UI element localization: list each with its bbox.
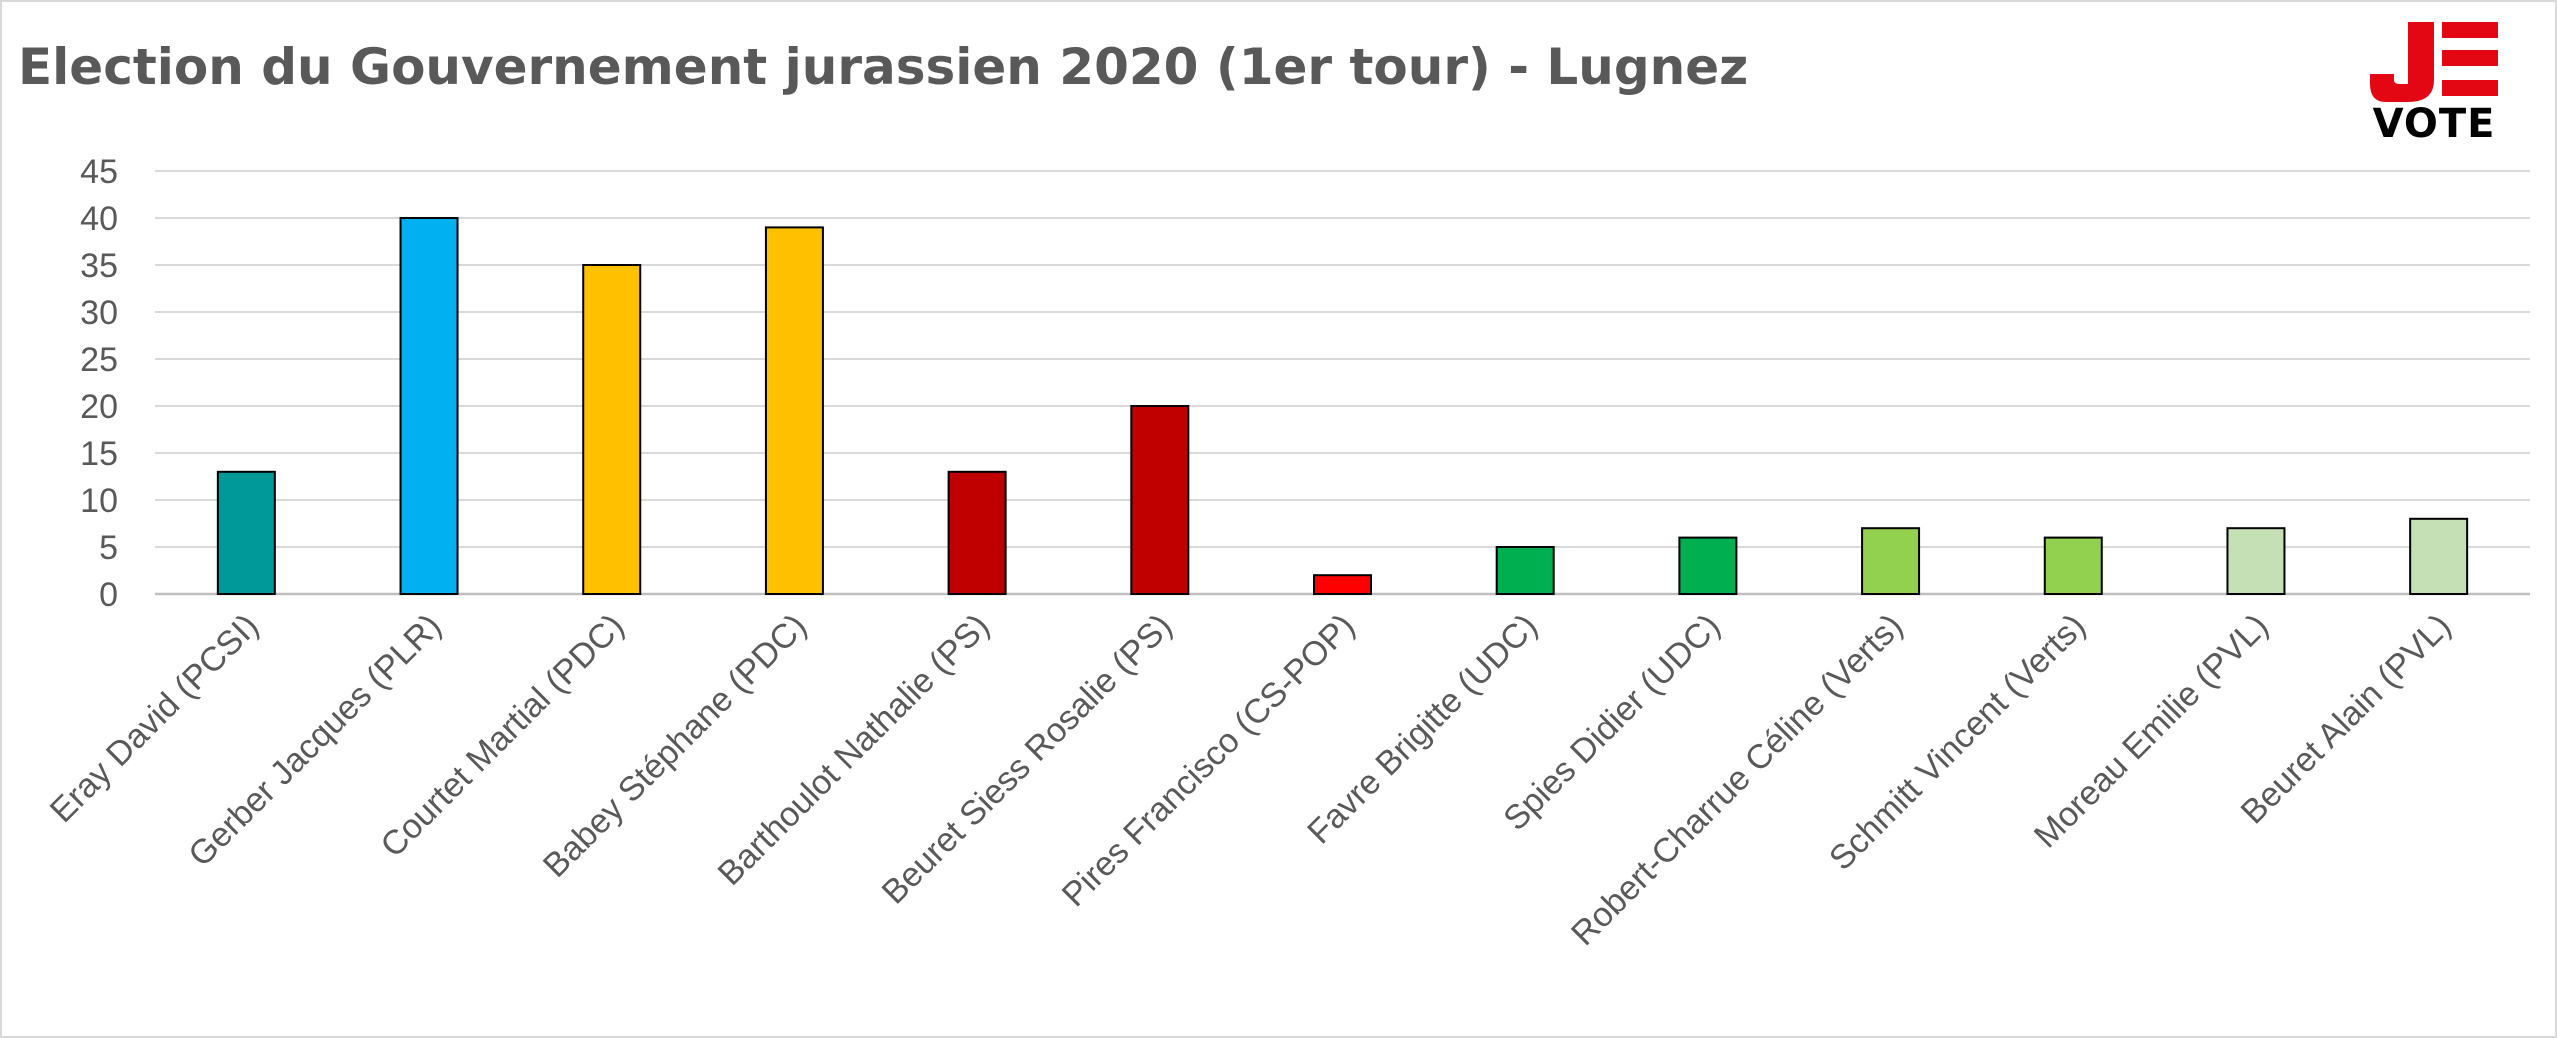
- y-tick-label: 45: [80, 153, 118, 191]
- x-tick-label: Pires Francisco (CS-POP): [1055, 607, 1362, 914]
- logo-vote-text: VOTE: [2372, 101, 2496, 147]
- chart-title: Election du Gouvernement jurassien 2020 …: [18, 38, 1749, 96]
- gridlines: [155, 170, 2530, 596]
- bar: [2409, 517, 2469, 595]
- y-tick-label: 25: [80, 341, 118, 379]
- y-axis-ticks: 0 5 10 15 20 25 30 35 40 45: [80, 153, 118, 614]
- bars: [216, 217, 2469, 596]
- bar: [1495, 546, 1555, 595]
- je-logo-icon: [2370, 22, 2498, 102]
- x-axis-ticks: Eray David (PCSI)Gerber Jacques (PLR)Cou…: [43, 607, 2459, 953]
- y-tick-label: 30: [80, 294, 118, 332]
- y-tick-label: 20: [80, 388, 118, 426]
- y-tick-label: 5: [99, 529, 118, 567]
- bar: [947, 470, 1007, 595]
- bar: [1130, 405, 1190, 595]
- bar: [216, 470, 276, 595]
- bar: [764, 226, 824, 595]
- x-tick-label: Robert-Charrue Céline (Verts): [1564, 607, 1910, 953]
- bar: [1313, 574, 1372, 596]
- bar: [582, 264, 642, 595]
- bar: [2226, 527, 2286, 596]
- je-vote-logo: VOTE: [2368, 22, 2500, 146]
- bar: [2043, 536, 2103, 595]
- bar: [1861, 527, 1921, 596]
- y-tick-label: 0: [99, 576, 118, 614]
- y-tick-label: 40: [80, 200, 118, 238]
- x-tick-label: Beuret Siess Rosalie (PS): [875, 607, 1180, 912]
- y-tick-label: 10: [80, 482, 118, 520]
- y-tick-label: 35: [80, 247, 118, 285]
- y-tick-label: 15: [80, 435, 118, 473]
- bar: [399, 217, 459, 595]
- bar: [1678, 536, 1738, 595]
